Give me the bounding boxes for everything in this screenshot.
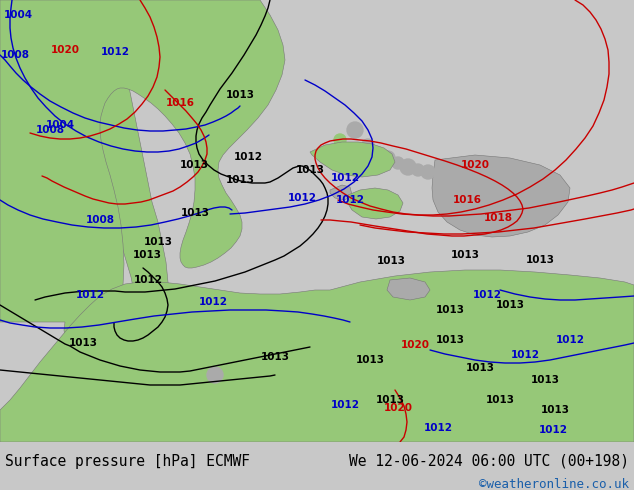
- Text: 1013: 1013: [465, 363, 495, 373]
- Polygon shape: [340, 155, 370, 172]
- Text: 1013: 1013: [356, 355, 384, 365]
- Text: 1012: 1012: [538, 425, 567, 435]
- Text: 1012: 1012: [233, 152, 262, 162]
- Text: 1013: 1013: [526, 255, 555, 265]
- Text: 1012: 1012: [330, 400, 359, 410]
- Text: 1008: 1008: [86, 215, 115, 225]
- Circle shape: [400, 159, 416, 175]
- Text: Surface pressure [hPa] ECMWF: Surface pressure [hPa] ECMWF: [5, 454, 250, 469]
- Circle shape: [207, 367, 223, 383]
- Text: 1013: 1013: [295, 165, 325, 175]
- Text: 1012: 1012: [555, 335, 585, 345]
- Text: 1013: 1013: [486, 395, 515, 405]
- Polygon shape: [310, 142, 395, 177]
- Text: 1013: 1013: [226, 90, 254, 100]
- Text: 1012: 1012: [330, 173, 359, 183]
- Text: 1018: 1018: [484, 213, 512, 223]
- Text: 1013: 1013: [496, 300, 524, 310]
- Circle shape: [392, 157, 404, 169]
- Text: 1008: 1008: [36, 125, 65, 135]
- Text: 1013: 1013: [226, 175, 254, 185]
- Text: 1020: 1020: [384, 403, 413, 413]
- Circle shape: [355, 148, 369, 162]
- Text: 1013: 1013: [143, 237, 172, 247]
- Text: 1020: 1020: [401, 340, 429, 350]
- Polygon shape: [432, 155, 570, 237]
- Text: 1016: 1016: [453, 195, 481, 205]
- Circle shape: [381, 151, 395, 165]
- Text: 1012: 1012: [335, 195, 365, 205]
- Circle shape: [412, 164, 424, 176]
- Circle shape: [347, 122, 363, 138]
- Text: 1013: 1013: [133, 250, 162, 260]
- Text: 1013: 1013: [181, 208, 209, 218]
- Text: 1013: 1013: [531, 375, 559, 385]
- Text: 1012: 1012: [510, 350, 540, 360]
- Polygon shape: [0, 0, 162, 65]
- Text: 1016: 1016: [165, 98, 195, 108]
- Polygon shape: [0, 270, 634, 442]
- Text: ©weatheronline.co.uk: ©weatheronline.co.uk: [479, 478, 629, 490]
- Circle shape: [378, 163, 386, 171]
- Text: 1013: 1013: [179, 160, 209, 170]
- Text: 1020: 1020: [51, 45, 79, 55]
- Text: 1004: 1004: [3, 10, 32, 20]
- Circle shape: [373, 147, 383, 157]
- Polygon shape: [0, 0, 285, 365]
- Circle shape: [345, 143, 355, 153]
- Text: 1013: 1013: [261, 352, 290, 362]
- Text: 1020: 1020: [460, 160, 489, 170]
- Text: 1004: 1004: [46, 120, 75, 130]
- Text: 1012: 1012: [287, 193, 316, 203]
- Circle shape: [367, 157, 377, 167]
- Text: 1012: 1012: [424, 423, 453, 433]
- Circle shape: [334, 134, 346, 146]
- Text: 1012: 1012: [75, 290, 105, 300]
- Text: We 12-06-2024 06:00 UTC (00+198): We 12-06-2024 06:00 UTC (00+198): [349, 454, 629, 469]
- Text: 1012: 1012: [134, 275, 162, 285]
- Text: 1013: 1013: [375, 395, 404, 405]
- Text: 1013: 1013: [541, 405, 569, 415]
- Text: 1013: 1013: [377, 256, 406, 266]
- Polygon shape: [0, 0, 172, 442]
- Text: 1008: 1008: [1, 50, 30, 60]
- Text: 1013: 1013: [68, 338, 98, 348]
- Text: 1012: 1012: [472, 290, 501, 300]
- Polygon shape: [347, 188, 403, 219]
- Text: 1013: 1013: [436, 305, 465, 315]
- Text: 1013: 1013: [451, 250, 479, 260]
- Circle shape: [421, 165, 435, 179]
- Polygon shape: [330, 185, 352, 200]
- Text: 1012: 1012: [101, 47, 129, 57]
- Polygon shape: [387, 278, 430, 300]
- Circle shape: [362, 139, 374, 151]
- Text: 1012: 1012: [198, 297, 228, 307]
- Text: 1013: 1013: [436, 335, 465, 345]
